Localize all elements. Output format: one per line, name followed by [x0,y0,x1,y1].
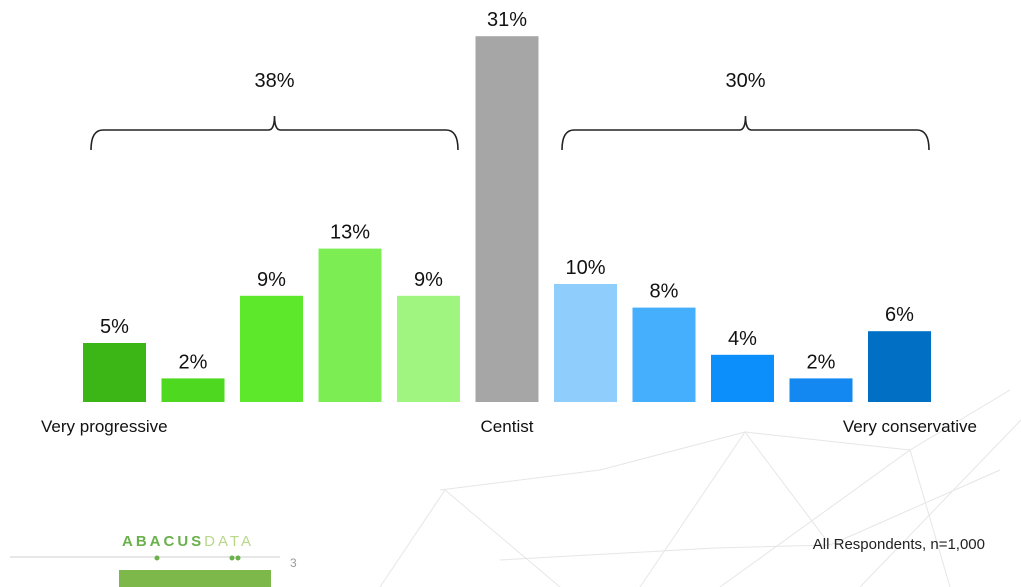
footnote: All Respondents, n=1,000 [812,536,985,553]
value-label-2: 9% [257,269,286,291]
value-label-3: 13% [330,222,370,244]
value-label-4: 9% [414,269,443,291]
logo-green-block [119,570,271,587]
bar-10 [868,331,931,402]
value-label-1: 2% [179,351,208,373]
value-label-6: 10% [565,257,605,279]
background-network-decoration [379,389,1021,587]
value-label-8: 4% [728,328,757,350]
value-label-0: 5% [100,316,129,338]
bar-7 [632,307,696,402]
category-label-5: Centist [481,417,534,436]
page-number: 3 [290,556,297,570]
abacus-data-logo: ABACUSDATA [122,533,254,550]
value-label-5: 31% [487,9,527,31]
group-label-0: 38% [254,70,294,92]
logo-dot-1 [154,555,160,561]
bar-9 [789,378,853,402]
group-brace-0 [90,115,459,151]
plot-area: 5% 2% 9% 13% 9% 31% 10% 8% 4% 2% 6% Very progressiv… [10,9,977,587]
bar-3 [318,248,382,402]
bar-0 [83,343,146,402]
bar-8 [711,354,774,402]
group-brace-1 [561,115,930,151]
bar-1 [161,378,225,402]
bar-4 [397,295,460,402]
value-label-9: 2% [807,351,836,373]
group-label-1: 30% [725,70,765,92]
category-label-0: Very progressive [41,417,168,436]
bar-6 [554,284,617,402]
logo-dot-3 [235,555,241,561]
value-label-10: 6% [885,304,914,326]
bar-5 [475,36,539,402]
category-label-10: Very conservative [843,417,977,436]
logo-dot-2 [229,555,235,561]
value-label-7: 8% [650,281,679,303]
bar-2 [240,295,303,402]
